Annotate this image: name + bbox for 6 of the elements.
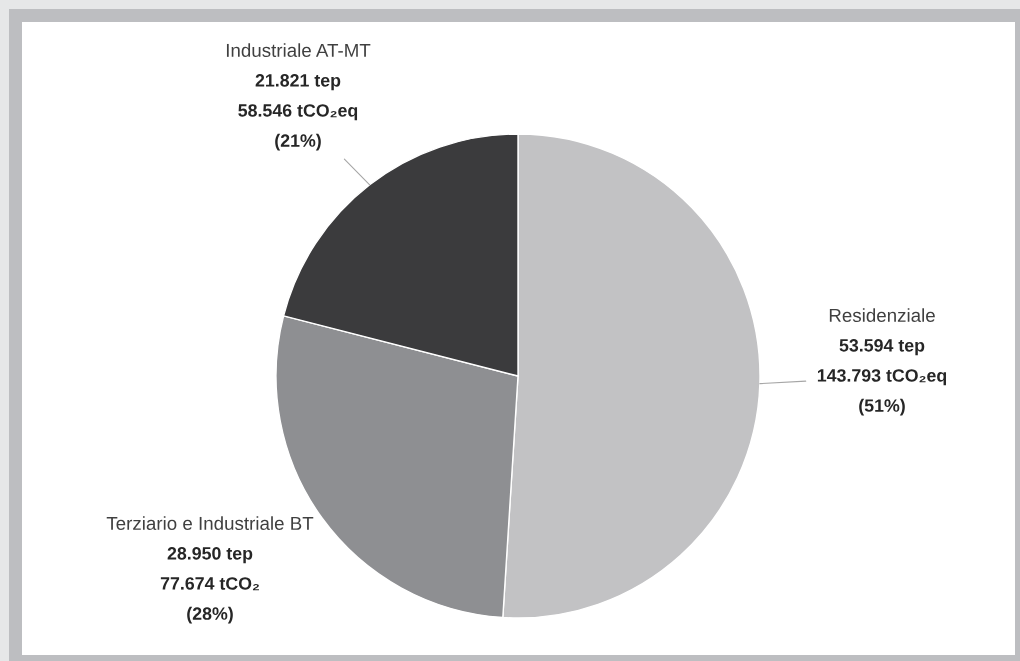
slice-label: Industriale AT-MT [226,43,371,58]
data-label: 53.594 tep 143.793 tCO₂eq (51%) [817,339,947,416]
slice-label: Residenziale [829,308,935,323]
data-label: 21.821 tep 58.546 tCO₂eq (21%) [238,74,358,151]
data-label: 28.950 tep 77.674 tCO₂ (28%) [160,547,259,624]
slice-label: Terziario e Industriale BT [106,516,314,531]
